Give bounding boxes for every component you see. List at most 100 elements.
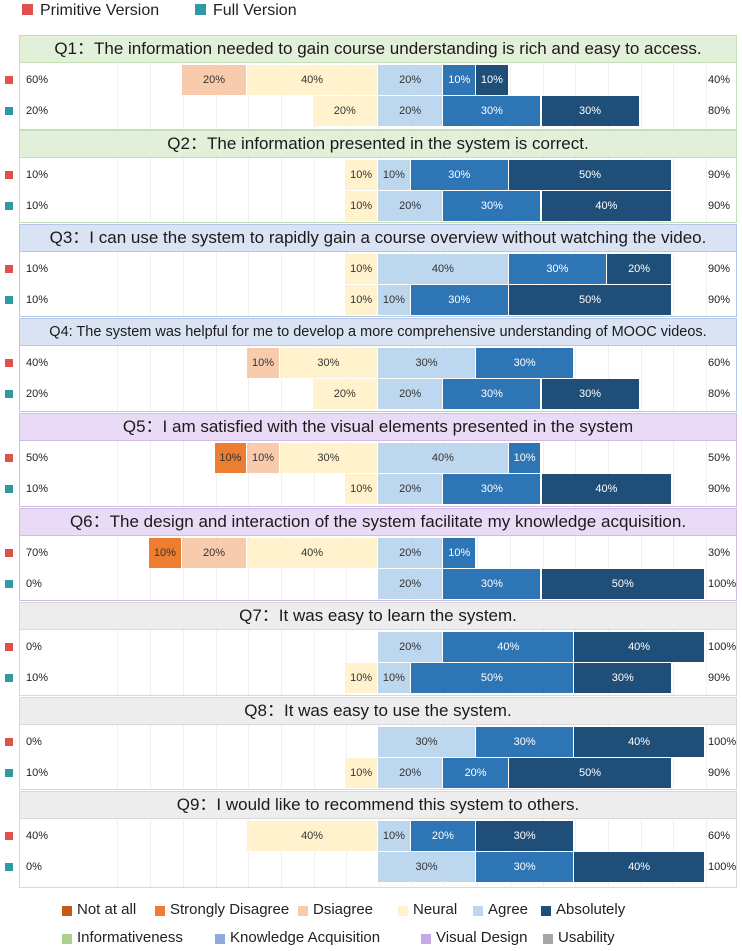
gridline — [248, 252, 250, 316]
gridline — [509, 346, 511, 411]
legend-response-swatch — [541, 906, 551, 916]
question-title: Q7：It was easy to learn the system. — [20, 603, 736, 630]
gridline — [150, 63, 152, 129]
gridline — [379, 536, 380, 600]
gridline — [542, 441, 544, 506]
full-version-marker — [5, 390, 13, 398]
bar-segment: 10% — [378, 663, 411, 693]
negative-total: 20% — [26, 105, 49, 117]
gridline — [150, 441, 152, 506]
bar-segment: 30% — [279, 348, 378, 378]
gridline — [182, 252, 184, 316]
bar-segment: 20% — [312, 96, 378, 126]
positive-total: 100% — [708, 641, 737, 653]
bar-segment: 50% — [508, 758, 673, 788]
full-version-label: Full Version — [213, 2, 297, 19]
gridline — [706, 725, 707, 789]
gridline — [346, 819, 348, 887]
gridline — [673, 346, 675, 411]
bar-segment: 20% — [378, 538, 444, 568]
survey-row-full: 20% 80% 20% 20% 30% 30% — [0, 379, 742, 409]
bar-segment: 30% — [541, 96, 640, 126]
gridline — [150, 536, 152, 600]
negative-total: 0% — [26, 578, 42, 590]
gridline — [313, 346, 315, 411]
gridline — [248, 63, 250, 129]
gridline — [575, 252, 577, 316]
bar-segment: 30% — [574, 663, 673, 693]
bar-segment: 10% — [214, 443, 248, 473]
gridline — [509, 725, 511, 789]
survey-row-primitive: 0% 100% 20% 40% 40% — [0, 632, 742, 662]
gridline — [280, 346, 282, 411]
bar-segment: 40% — [541, 191, 673, 221]
question-block-2: Q2：The information presented in the syst… — [19, 130, 737, 223]
bar-segment: 20% — [378, 569, 444, 599]
bar-segment: 40% — [378, 443, 509, 473]
survey-row-primitive: 70% 30% 10% 20% 40% 20% 10% — [0, 538, 742, 568]
bar-segment: 20% — [378, 65, 444, 95]
bar-segment: 30% — [476, 727, 575, 757]
full-version-marker — [5, 202, 13, 210]
gridline — [444, 725, 446, 789]
gridline — [117, 346, 119, 411]
bar-segment: 30% — [476, 821, 575, 851]
gridline — [346, 346, 348, 411]
positive-total: 90% — [708, 200, 731, 212]
gridline — [248, 819, 250, 887]
question-block-6: Q6：The design and interaction of the sys… — [19, 508, 737, 601]
question-title: Q2：The information presented in the syst… — [20, 131, 736, 158]
question-title: Q5：I am satisfied with the visual elemen… — [20, 414, 736, 441]
gridline — [542, 725, 544, 789]
gridline — [575, 158, 577, 222]
survey-row-full: 20% 80% 20% 20% 30% 30% — [0, 96, 742, 126]
legend-response-swatch — [398, 906, 408, 916]
gridline — [673, 536, 675, 600]
gridline — [411, 158, 413, 222]
legend-theme-label: Informativeness — [77, 929, 183, 946]
gridline — [542, 252, 544, 316]
bar-segment: 10% — [378, 821, 411, 851]
gridline — [280, 158, 282, 222]
bar-segment: 40% — [247, 65, 378, 95]
gridline — [477, 630, 479, 695]
gridline — [117, 819, 119, 887]
bar-segment: 30% — [279, 443, 378, 473]
question-block-4: Q4: The system was helpful for me to dev… — [19, 318, 737, 412]
gridline — [215, 158, 217, 222]
negative-total: 10% — [26, 483, 49, 495]
survey-row-primitive: 10% 90% 10% 40% 30% 20% — [0, 254, 742, 284]
gridline — [444, 536, 446, 600]
primitive-version-marker — [5, 171, 13, 179]
negative-total: 10% — [26, 200, 49, 212]
primitive-version-marker — [5, 832, 13, 840]
bar-segment: 50% — [410, 663, 575, 693]
gridline — [346, 725, 348, 789]
gridline — [542, 158, 544, 222]
gridline — [182, 725, 184, 789]
gridline — [477, 346, 479, 411]
bar-segment: 30% — [378, 852, 477, 882]
bar-segment: 20% — [378, 379, 444, 409]
gridline — [379, 441, 380, 506]
primitive-version-marker — [5, 454, 13, 462]
gridline — [150, 158, 152, 222]
gridline — [575, 725, 577, 789]
full-version-swatch — [195, 4, 206, 15]
bar-segment: 40% — [247, 821, 378, 851]
gridline — [706, 441, 707, 506]
gridline — [248, 536, 250, 600]
gridline — [117, 63, 119, 129]
gridline — [607, 346, 609, 411]
bar-segment: 40% — [574, 727, 705, 757]
question-title: Q4: The system was helpful for me to dev… — [20, 319, 736, 346]
legend-theme-swatch — [421, 934, 431, 944]
bar-segment: 30% — [443, 191, 542, 221]
gridline — [248, 158, 250, 222]
bar-segment: 40% — [378, 254, 509, 284]
gridline — [248, 346, 250, 411]
gridline — [673, 441, 675, 506]
survey-row-primitive: 10% 90% 10% 10% 30% 50% — [0, 160, 742, 190]
gridline — [706, 819, 707, 887]
negative-total: 0% — [26, 736, 42, 748]
